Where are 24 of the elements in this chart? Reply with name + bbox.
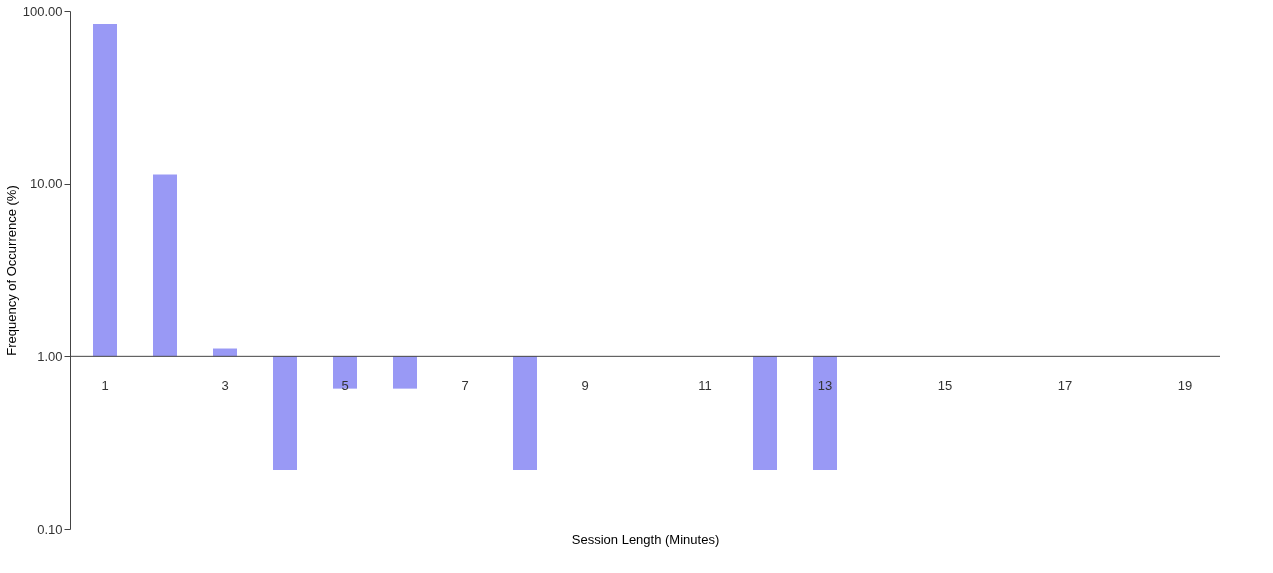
y-tick-label: 1.00: [37, 348, 63, 364]
x-tick-label: 7: [461, 378, 469, 394]
x-tick-label: 11: [698, 378, 712, 394]
x-tick-label: 15: [937, 378, 953, 394]
bar: [333, 356, 357, 389]
bar: [513, 356, 537, 470]
x-tick-label: 3: [221, 378, 229, 394]
y-tick-label: 0.10: [37, 521, 63, 537]
bar: [393, 356, 417, 389]
bar: [753, 356, 777, 470]
bar: [813, 356, 837, 470]
bar: [273, 356, 297, 470]
y-axis-title: Frequency of Occurrence (%): [3, 185, 19, 356]
bar: [153, 174, 177, 357]
x-tick-label: 19: [1177, 378, 1193, 394]
x-tick-label: 13: [817, 378, 833, 394]
x-axis-title: Session Length (Minutes): [571, 531, 720, 547]
y-tick-label: 100.00: [22, 3, 63, 19]
x-tick-label: 9: [581, 378, 589, 394]
x-tick-label: 5: [341, 378, 349, 394]
bar: [93, 24, 117, 357]
x-tick-label: 17: [1057, 378, 1073, 394]
y-tick-label: 10.00: [29, 176, 63, 192]
x-tick-label: 1: [101, 378, 109, 394]
